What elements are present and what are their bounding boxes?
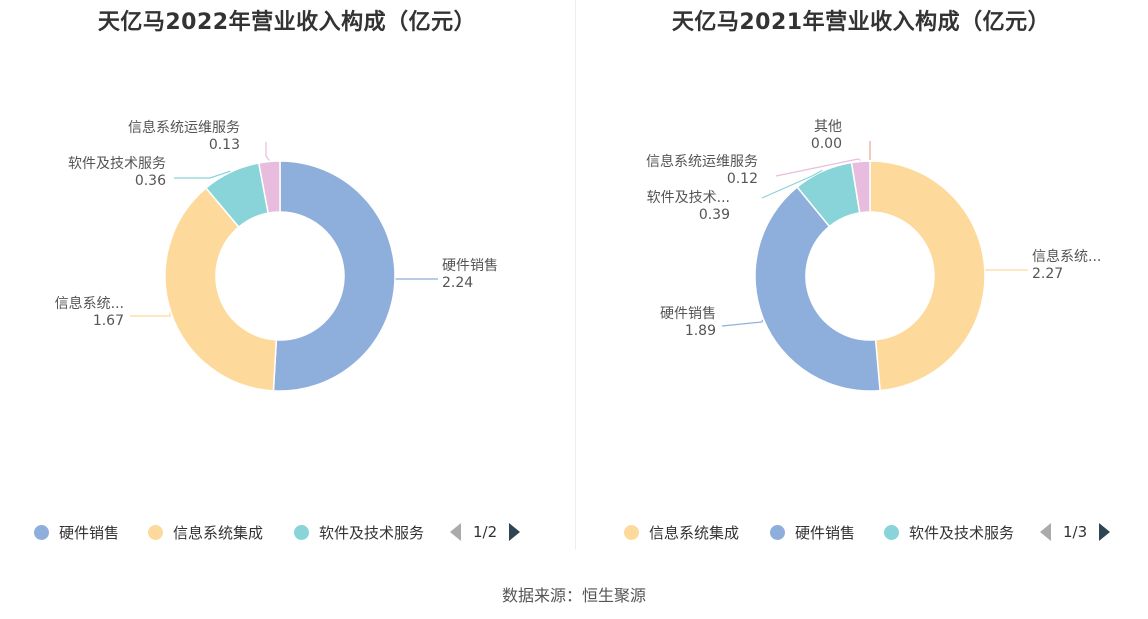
next-page-arrow-icon[interactable] bbox=[1099, 523, 1111, 541]
data-source-note: 数据来源：恒生聚源 bbox=[501, 586, 646, 605]
legend-marker bbox=[770, 524, 785, 540]
legend-page-indicator: 1/2 bbox=[473, 523, 498, 541]
slice-name-label: 软件及技术... bbox=[647, 190, 730, 206]
chart-panel-2022: 天亿马2022年营业收入构成（亿元） 硬件销售 2.24 信息系统... 1.67 软件… bbox=[0, 0, 574, 560]
prev-page-arrow-icon[interactable] bbox=[1040, 523, 1051, 541]
legend-marker bbox=[624, 524, 639, 540]
legend-pager: 1/2 bbox=[450, 518, 521, 546]
legend-marker bbox=[34, 524, 49, 540]
slice-name-label: 信息系统运维服务 bbox=[128, 119, 240, 136]
legend-marker bbox=[884, 524, 899, 540]
donut-slice[interactable] bbox=[850, 160, 871, 214]
slice-name-label: 信息系统... bbox=[1032, 248, 1101, 265]
legend-label: 信息系统集成 bbox=[649, 523, 740, 542]
slice-value-label: 0.12 bbox=[727, 171, 758, 187]
legend-pager: 1/3 bbox=[1040, 518, 1111, 546]
legend-label: 软件及技术服务 bbox=[319, 523, 425, 542]
leader-line bbox=[130, 312, 171, 317]
leader-line bbox=[721, 319, 764, 327]
leader-line bbox=[761, 169, 823, 199]
leader-line bbox=[174, 170, 231, 179]
legend-item[interactable]: 硬件销售 bbox=[770, 518, 855, 546]
slice-value-label: 2.24 bbox=[442, 275, 473, 291]
legend-item[interactable]: 软件及技术服务 bbox=[884, 518, 1014, 546]
legend-item[interactable]: 信息系统集成 bbox=[624, 518, 739, 546]
legend-label: 硬件销售 bbox=[795, 523, 856, 542]
chart-legend: 信息系统集成 硬件销售 软件及技术服务 1/3 bbox=[574, 518, 1148, 546]
slice-value-label: 0.36 bbox=[135, 173, 166, 189]
slice-value-label: 1.67 bbox=[93, 313, 124, 329]
chart-legend: 硬件销售 信息系统集成 软件及技术服务 1/2 bbox=[0, 518, 574, 546]
slice-name-label: 信息系统运维服务 bbox=[646, 153, 758, 170]
leader-line bbox=[775, 158, 861, 177]
slice-name-label: 硬件销售 bbox=[442, 258, 498, 274]
legend-item[interactable]: 软件及技术服务 bbox=[294, 518, 424, 546]
slice-value-label: 0.00 bbox=[811, 136, 842, 152]
donut-slice[interactable] bbox=[869, 160, 986, 392]
slice-value-label: 2.27 bbox=[1032, 266, 1063, 282]
legend-item[interactable]: 信息系统集成 bbox=[148, 518, 263, 546]
leader-line bbox=[265, 142, 270, 161]
next-page-arrow-icon[interactable] bbox=[509, 523, 521, 541]
chart-panel-2021: 天亿马2021年营业收入构成（亿元） 信息系统... 2.27 硬件销售 1.89 软件… bbox=[574, 0, 1148, 560]
legend-marker bbox=[294, 524, 309, 540]
legend-label: 硬件销售 bbox=[59, 523, 120, 542]
panel-divider bbox=[575, 0, 576, 550]
slice-name-label: 硬件销售 bbox=[660, 306, 716, 322]
leader-line bbox=[985, 269, 1028, 272]
slice-name-label: 信息系统... bbox=[55, 295, 124, 312]
slice-value-label: 1.89 bbox=[685, 323, 716, 339]
legend-label: 软件及技术服务 bbox=[909, 523, 1015, 542]
legend-marker bbox=[148, 524, 163, 540]
donut-slice[interactable] bbox=[164, 186, 278, 392]
slice-value-label: 0.39 bbox=[699, 207, 730, 223]
legend-page-indicator: 1/3 bbox=[1063, 523, 1088, 541]
slice-value-label: 0.13 bbox=[209, 137, 240, 153]
donut-chart: 信息系统...2.27硬件销售1.89软件及技术...0.39信息系统运维服务0… bbox=[646, 119, 1101, 392]
legend-item[interactable]: 硬件销售 bbox=[34, 518, 119, 546]
legend-label: 信息系统集成 bbox=[173, 523, 264, 542]
donut-slice[interactable] bbox=[272, 160, 396, 392]
slice-name-label: 软件及技术服务 bbox=[68, 156, 166, 172]
chart-title: 天亿马2021年营业收入构成（亿元） bbox=[671, 10, 1051, 35]
donut-slice[interactable] bbox=[257, 160, 281, 214]
slice-name-label: 其他 bbox=[814, 119, 842, 135]
chart-title: 天亿马2022年营业收入构成（亿元） bbox=[97, 10, 477, 35]
donut-slice[interactable] bbox=[754, 185, 881, 392]
prev-page-arrow-icon[interactable] bbox=[450, 523, 461, 541]
